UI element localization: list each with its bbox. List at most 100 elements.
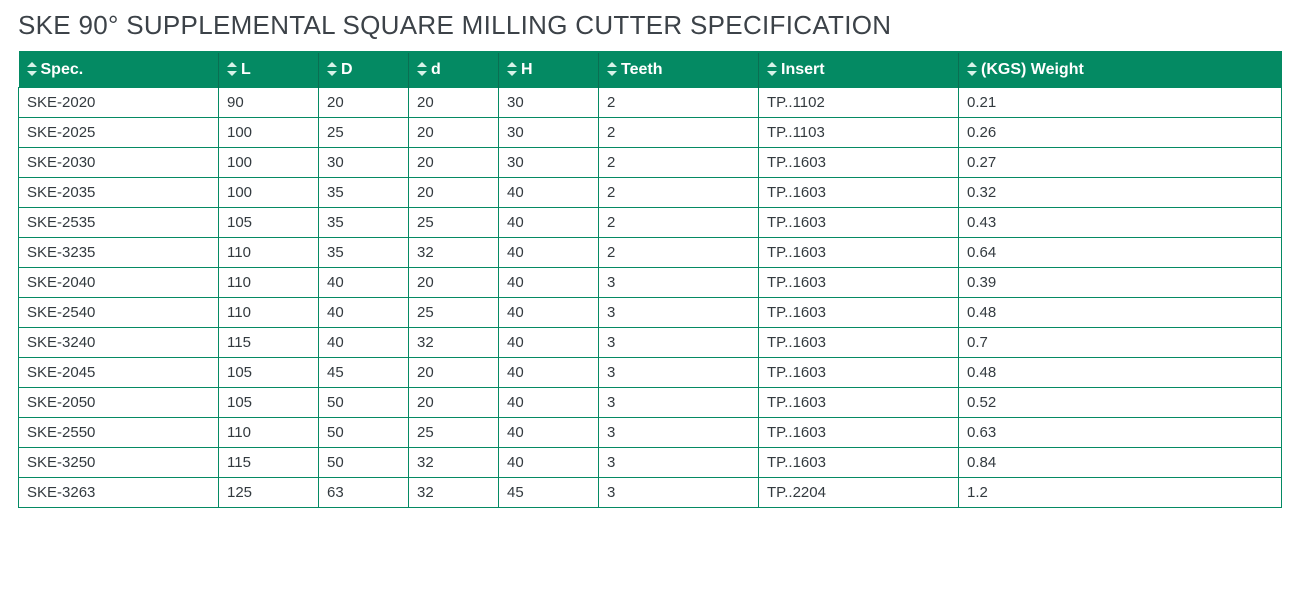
cell-spec: SKE-2535 bbox=[19, 208, 219, 238]
col-header-teeth[interactable]: Teeth bbox=[599, 52, 759, 88]
col-header-H[interactable]: H bbox=[499, 52, 599, 88]
cell-d: 32 bbox=[409, 238, 499, 268]
cell-d: 20 bbox=[409, 388, 499, 418]
cell-weight: 0.48 bbox=[959, 358, 1282, 388]
cell-weight: 0.26 bbox=[959, 118, 1282, 148]
table-row: SKE-25401104025403TP..16030.48 bbox=[19, 298, 1282, 328]
cell-teeth: 2 bbox=[599, 118, 759, 148]
cell-weight: 0.39 bbox=[959, 268, 1282, 298]
cell-weight: 1.2 bbox=[959, 478, 1282, 508]
cell-spec: SKE-2035 bbox=[19, 178, 219, 208]
col-header-D[interactable]: D bbox=[319, 52, 409, 88]
cell-D: 40 bbox=[319, 268, 409, 298]
table-row: SKE-20451054520403TP..16030.48 bbox=[19, 358, 1282, 388]
cell-H: 30 bbox=[499, 148, 599, 178]
col-header-insert[interactable]: Insert bbox=[759, 52, 959, 88]
cell-H: 45 bbox=[499, 478, 599, 508]
cell-H: 40 bbox=[499, 358, 599, 388]
sort-icon[interactable] bbox=[327, 62, 337, 76]
cell-L: 105 bbox=[219, 358, 319, 388]
cell-weight: 0.64 bbox=[959, 238, 1282, 268]
cell-d: 20 bbox=[409, 148, 499, 178]
cell-L: 110 bbox=[219, 418, 319, 448]
cell-H: 40 bbox=[499, 388, 599, 418]
cell-L: 90 bbox=[219, 88, 319, 118]
cell-H: 40 bbox=[499, 448, 599, 478]
cell-teeth: 3 bbox=[599, 448, 759, 478]
cell-d: 32 bbox=[409, 448, 499, 478]
table-row: SKE-20251002520302TP..11030.26 bbox=[19, 118, 1282, 148]
cell-L: 110 bbox=[219, 238, 319, 268]
table-row: SKE-20301003020302TP..16030.27 bbox=[19, 148, 1282, 178]
table-row: SKE-32351103532402TP..16030.64 bbox=[19, 238, 1282, 268]
page: SKE 90° SUPPLEMENTAL SQUARE MILLING CUTT… bbox=[0, 0, 1299, 532]
cell-spec: SKE-3250 bbox=[19, 448, 219, 478]
sort-icon[interactable] bbox=[27, 62, 37, 76]
table-header-row: Spec.LDd H Teeth Insert (KGS) Weight bbox=[19, 52, 1282, 88]
cell-spec: SKE-2540 bbox=[19, 298, 219, 328]
cell-D: 35 bbox=[319, 238, 409, 268]
cell-d: 32 bbox=[409, 328, 499, 358]
cell-teeth: 2 bbox=[599, 178, 759, 208]
cell-D: 40 bbox=[319, 298, 409, 328]
col-header-weight[interactable]: (KGS) Weight bbox=[959, 52, 1282, 88]
cell-L: 125 bbox=[219, 478, 319, 508]
cell-L: 100 bbox=[219, 118, 319, 148]
table-row: SKE-2020902020302TP..11020.21 bbox=[19, 88, 1282, 118]
cell-insert: TP..1603 bbox=[759, 448, 959, 478]
page-title: SKE 90° SUPPLEMENTAL SQUARE MILLING CUTT… bbox=[18, 10, 1281, 41]
cell-d: 25 bbox=[409, 298, 499, 328]
cell-d: 20 bbox=[409, 118, 499, 148]
cell-teeth: 2 bbox=[599, 208, 759, 238]
cell-weight: 0.63 bbox=[959, 418, 1282, 448]
sort-icon[interactable] bbox=[417, 62, 427, 76]
table-row: SKE-32401154032403TP..16030.7 bbox=[19, 328, 1282, 358]
sort-icon[interactable] bbox=[767, 62, 777, 76]
cell-teeth: 3 bbox=[599, 478, 759, 508]
cell-D: 35 bbox=[319, 178, 409, 208]
cell-teeth: 3 bbox=[599, 328, 759, 358]
sort-icon[interactable] bbox=[967, 62, 977, 76]
cell-H: 40 bbox=[499, 238, 599, 268]
cell-H: 30 bbox=[499, 88, 599, 118]
cell-weight: 0.32 bbox=[959, 178, 1282, 208]
col-header-L[interactable]: L bbox=[219, 52, 319, 88]
sort-icon[interactable] bbox=[607, 62, 617, 76]
cell-H: 40 bbox=[499, 268, 599, 298]
cell-weight: 0.84 bbox=[959, 448, 1282, 478]
cell-teeth: 3 bbox=[599, 358, 759, 388]
table-row: SKE-32631256332453TP..22041.2 bbox=[19, 478, 1282, 508]
cell-spec: SKE-3240 bbox=[19, 328, 219, 358]
table-row: SKE-25351053525402TP..16030.43 bbox=[19, 208, 1282, 238]
col-header-label: Insert bbox=[781, 61, 825, 78]
cell-L: 115 bbox=[219, 328, 319, 358]
cell-spec: SKE-2040 bbox=[19, 268, 219, 298]
table-row: SKE-20501055020403TP..16030.52 bbox=[19, 388, 1282, 418]
cell-D: 50 bbox=[319, 418, 409, 448]
cell-insert: TP..2204 bbox=[759, 478, 959, 508]
cell-teeth: 2 bbox=[599, 88, 759, 118]
cell-teeth: 3 bbox=[599, 298, 759, 328]
col-header-label: H bbox=[521, 61, 533, 78]
cell-d: 25 bbox=[409, 208, 499, 238]
cell-insert: TP..1603 bbox=[759, 268, 959, 298]
cell-insert: TP..1603 bbox=[759, 148, 959, 178]
col-header-spec[interactable]: Spec. bbox=[19, 52, 219, 88]
cell-insert: TP..1102 bbox=[759, 88, 959, 118]
cell-D: 20 bbox=[319, 88, 409, 118]
cell-teeth: 2 bbox=[599, 148, 759, 178]
cell-D: 50 bbox=[319, 388, 409, 418]
cell-L: 110 bbox=[219, 298, 319, 328]
cell-H: 40 bbox=[499, 418, 599, 448]
col-header-d[interactable]: d bbox=[409, 52, 499, 88]
table-row: SKE-25501105025403TP..16030.63 bbox=[19, 418, 1282, 448]
spec-table: Spec.LDdHTeethInsert(KGS) Weight SKE-202… bbox=[18, 51, 1282, 508]
cell-d: 20 bbox=[409, 178, 499, 208]
cell-weight: 0.48 bbox=[959, 298, 1282, 328]
sort-icon[interactable] bbox=[507, 62, 517, 76]
cell-D: 63 bbox=[319, 478, 409, 508]
col-header-label: (KGS) Weight bbox=[981, 61, 1084, 78]
cell-L: 105 bbox=[219, 388, 319, 418]
sort-icon[interactable] bbox=[227, 62, 237, 76]
cell-D: 35 bbox=[319, 208, 409, 238]
